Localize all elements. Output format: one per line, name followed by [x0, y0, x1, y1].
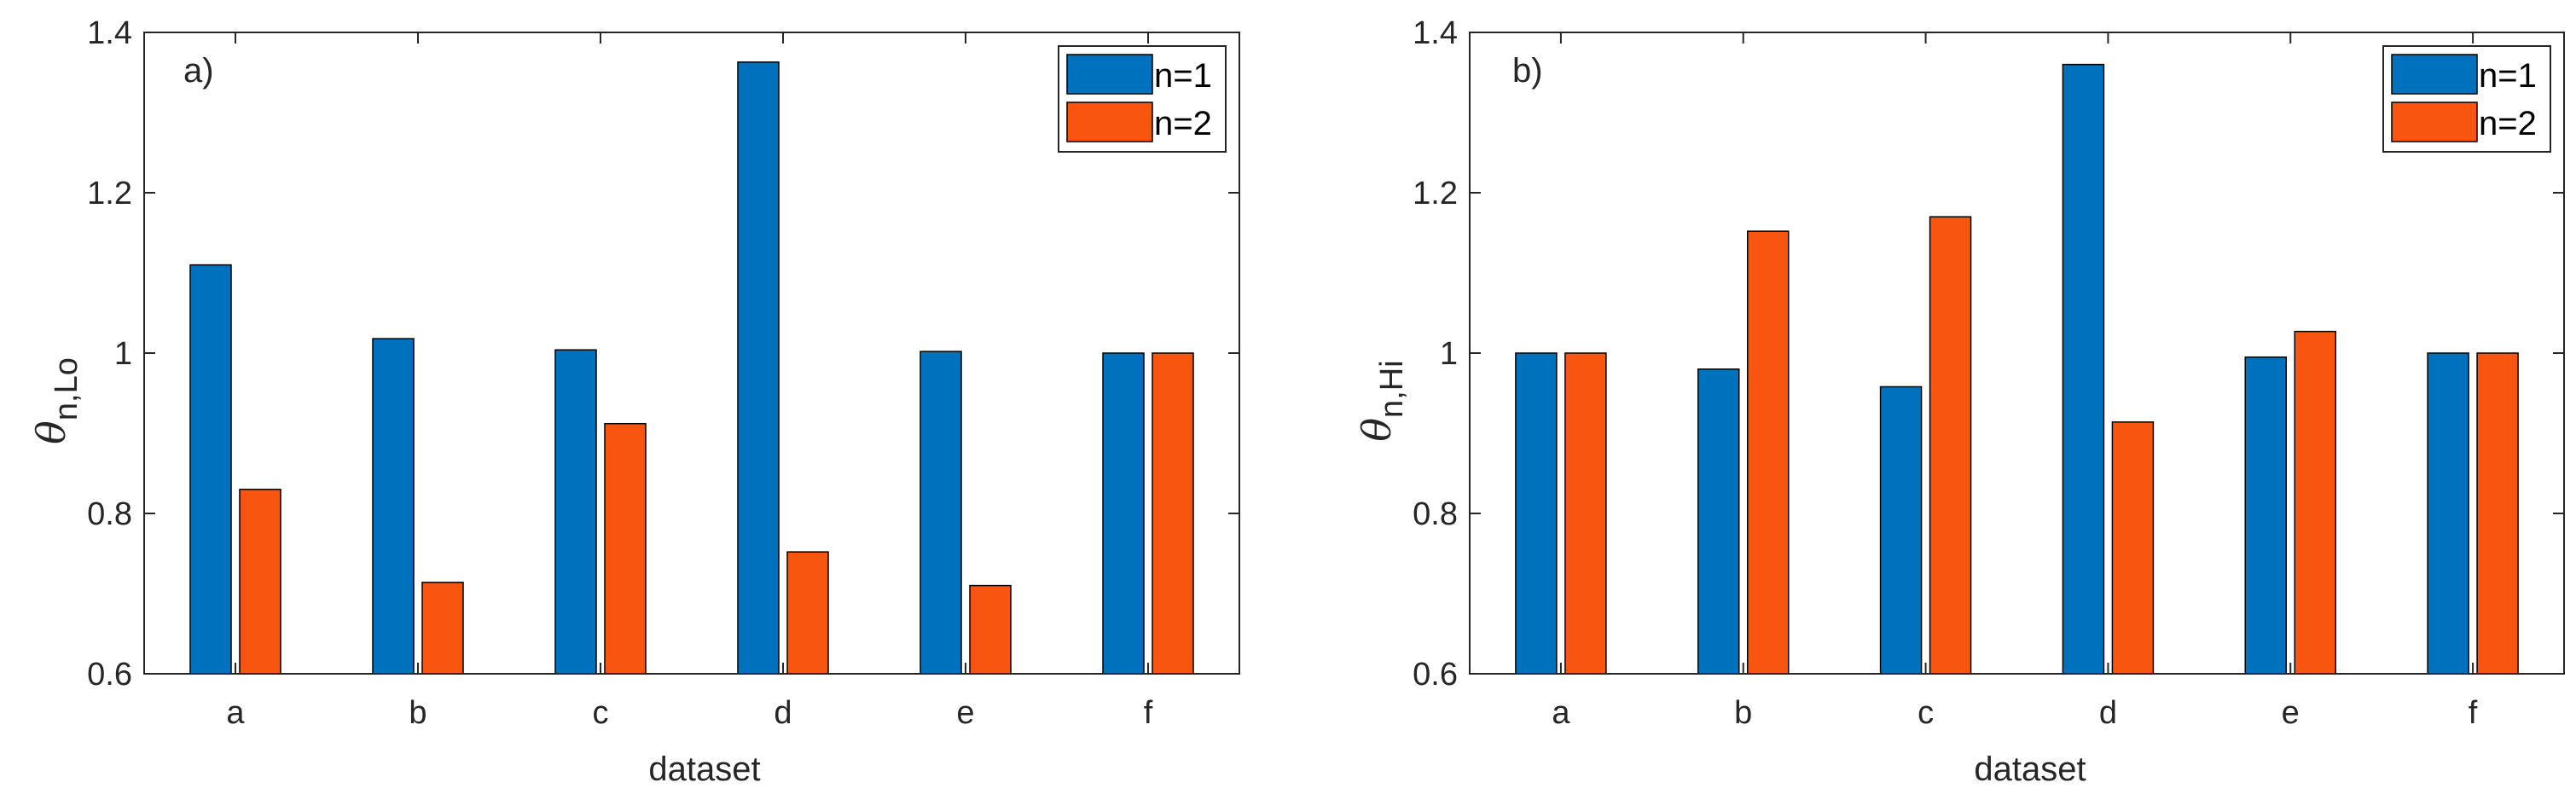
panel-b-bar-n=1-b: [1697, 368, 1740, 675]
panel-a-bar-n=1-c: [554, 349, 597, 675]
panel-a-legend-swatch-n=2: [1066, 101, 1153, 142]
panel-a-x-tick-label-c: c: [593, 695, 609, 731]
panel-a-legend-label-n=2: n=2: [1154, 105, 1212, 142]
panel-b-x-tick-label-a: a: [1552, 695, 1570, 731]
panel-a-y-tick-label-0.8: 0.8: [87, 496, 132, 532]
panel-a-y-tick-label-1.4: 1.4: [87, 15, 132, 51]
panel-b-bar-n=1-f: [2427, 352, 2469, 675]
panel-a-legend-label-n=1: n=1: [1154, 57, 1212, 95]
panel-a-y-tick-label-1: 1: [114, 336, 132, 372]
panel-a-bar-n=1-e: [920, 351, 962, 675]
panel-b-x-tick-label-f: f: [2469, 695, 2478, 731]
panel-b-bar-n=2-f: [2476, 352, 2519, 675]
panel-a-y-tick-label-0.6: 0.6: [87, 657, 132, 693]
panel-b-x-axis-title: dataset: [1974, 751, 2086, 788]
panel-a-bar-n=1-a: [189, 264, 232, 675]
panel-b: b) dataset θn,Hi 0.60.811.21.4a b c d e fn=1n…: [1354, 15, 2565, 788]
panel-a-bar-n=1-b: [372, 338, 415, 675]
panel-a-bar-n=2-c: [604, 422, 647, 675]
panel-b-legend-swatch-n=2: [2391, 101, 2478, 142]
panel-a-bar-n=1-d: [737, 61, 780, 675]
panel-b-bar-n=1-e: [2244, 356, 2287, 675]
panel-a-x-tick-label-a: a: [226, 695, 245, 731]
panel-a-x-tick-label-f: f: [1144, 695, 1153, 731]
panel-a-bar-n=2-b: [421, 582, 464, 675]
panel-a-label: a): [183, 52, 214, 90]
panel-a-bar-n=2-a: [239, 489, 281, 675]
panel-b-bar-n=1-a: [1515, 352, 1558, 675]
panel-b-y-axis-symbol: θ: [1354, 418, 1400, 442]
panel-a-x-tick-label-d: d: [774, 695, 792, 731]
panel-b-x-tick-label-c: c: [1917, 695, 1934, 731]
panel-b-x-tick-label-e: e: [2282, 695, 2300, 731]
panel-a-y-axis-title: θn,Lo: [28, 357, 84, 444]
panel-a: a) dataset θn,Lo 0.60.811.21.4a b c d e fn=1n…: [28, 15, 1240, 788]
panel-b-y-axis-title: θn,Hi: [1354, 360, 1410, 441]
panel-b-bar-n=2-b: [1747, 230, 1790, 675]
panel-a-y-axis-subscript: n,Lo: [49, 357, 84, 420]
panel-b-y-tick-label-1.4: 1.4: [1413, 15, 1458, 51]
panel-a-bar-n=2-e: [969, 584, 1012, 675]
panel-b-legend-label-n=1: n=1: [2479, 57, 2537, 95]
panel-b-bar-n=2-e: [2294, 330, 2336, 675]
panel-b-y-tick-label-1.2: 1.2: [1413, 176, 1458, 212]
panel-a-y-tick-label-1.2: 1.2: [87, 176, 132, 212]
panel-a-x-tick-label-e: e: [956, 695, 974, 731]
panel-b-x-tick-label-b: b: [1734, 695, 1752, 731]
panel-b-bar-n=2-d: [2111, 421, 2155, 675]
panel-a-bar-n=2-f: [1152, 352, 1194, 675]
panel-a-legend-swatch-n=1: [1066, 54, 1153, 95]
panel-b-bar-n=1-c: [1879, 386, 1923, 675]
panel-b-bar-n=2-a: [1564, 352, 1607, 675]
panel-b-x-tick-label-d: d: [2099, 695, 2117, 731]
panel-b-y-tick-label-1: 1: [1440, 336, 1458, 372]
panel-b-legend: n=1n=2: [2382, 45, 2551, 153]
panel-a-y-axis-symbol: θ: [28, 420, 74, 444]
panel-b-bar-n=2-c: [1929, 216, 1972, 675]
panel-b-legend-swatch-n=1: [2391, 54, 2478, 95]
panel-a-x-tick-label-b: b: [409, 695, 426, 731]
panel-a-bar-n=2-d: [786, 551, 829, 675]
panel-b-y-tick-label-0.8: 0.8: [1413, 496, 1458, 532]
panel-a-bar-n=1-f: [1102, 352, 1145, 675]
panel-a-legend: n=1n=2: [1058, 45, 1227, 153]
panel-b-label: b): [1512, 52, 1543, 90]
panel-b-bar-n=1-d: [2062, 63, 2105, 675]
panel-a-x-axis-title: dataset: [648, 751, 760, 788]
panel-b-y-axis-subscript: n,Hi: [1374, 360, 1410, 418]
panel-b-legend-label-n=2: n=2: [2479, 105, 2537, 142]
panel-b-y-tick-label-0.6: 0.6: [1413, 657, 1458, 693]
